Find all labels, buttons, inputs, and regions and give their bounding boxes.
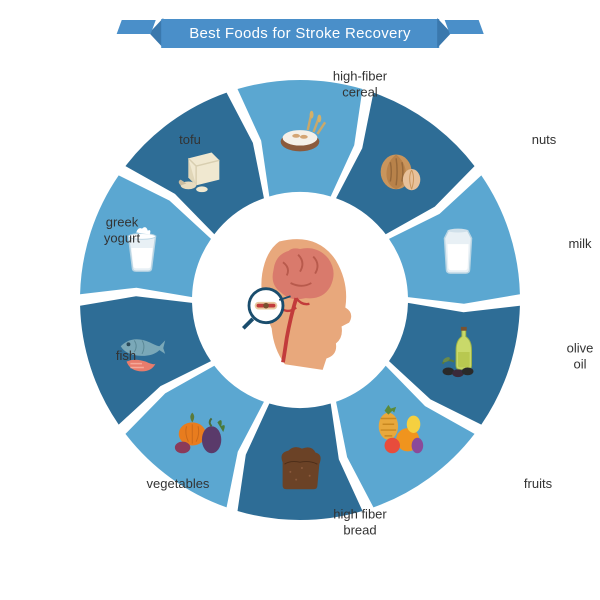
center-illustration	[206, 206, 394, 394]
ribbon-tail-right	[444, 20, 483, 34]
cereal-icon	[271, 103, 329, 161]
vegetables-label: vegetables	[147, 476, 210, 492]
title-banner: Best Foods for Stroke Recovery	[149, 18, 451, 48]
yogurt-label: greek yogurt	[104, 214, 140, 245]
cereal-label: high-fiber cereal	[333, 68, 387, 99]
nuts-icon	[371, 139, 429, 197]
brain-shape	[273, 248, 334, 299]
foods-donut-chart: high-fiber cerealnutsmilkolive oilfruits…	[60, 60, 540, 540]
fish-label: fish	[116, 348, 136, 364]
oliveoil-label: olive oil	[567, 340, 594, 371]
vegetables-icon	[171, 403, 229, 461]
clot	[263, 303, 269, 309]
head-brain-icon	[215, 215, 385, 385]
bread-label: high fiber bread	[333, 506, 386, 537]
tofu-label: tofu	[179, 132, 201, 148]
bread-icon	[271, 439, 329, 497]
nuts-label: nuts	[532, 132, 557, 148]
oliveoil-icon	[429, 323, 487, 381]
milk-icon	[429, 219, 487, 277]
fruits-icon	[371, 403, 429, 461]
ribbon-tail-left	[117, 20, 156, 34]
magnifier-handle	[243, 319, 252, 328]
fruits-label: fruits	[524, 476, 552, 492]
title-text: Best Foods for Stroke Recovery	[161, 19, 439, 48]
milk-label: milk	[568, 236, 591, 252]
